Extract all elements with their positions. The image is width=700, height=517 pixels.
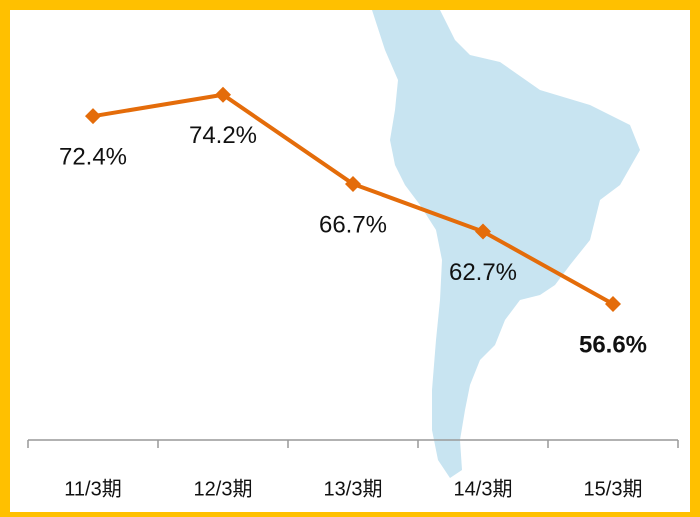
x-tick-label: 11/3期 xyxy=(64,478,121,500)
x-tick-label: 13/3期 xyxy=(324,478,383,500)
data-label: 74.2% xyxy=(189,122,257,149)
plot: 11/3期 12/3期 13/3期 14/3期 15/3期 72.4% 74.2% 66.7%… xyxy=(27,86,679,500)
data-label: 72.4% xyxy=(59,144,127,171)
marker xyxy=(345,175,361,192)
data-label: 56.6% xyxy=(579,331,647,358)
marker xyxy=(475,223,491,240)
marker xyxy=(215,86,231,103)
marker xyxy=(85,108,101,125)
x-tick-label: 14/3期 xyxy=(454,478,513,500)
data-label: 62.7% xyxy=(449,259,517,286)
x-tick-label: 12/3期 xyxy=(194,478,253,500)
marker xyxy=(605,296,621,313)
plot-background xyxy=(10,10,690,512)
x-tick-label: 15/3期 xyxy=(584,478,643,500)
data-label: 66.7% xyxy=(319,211,387,238)
